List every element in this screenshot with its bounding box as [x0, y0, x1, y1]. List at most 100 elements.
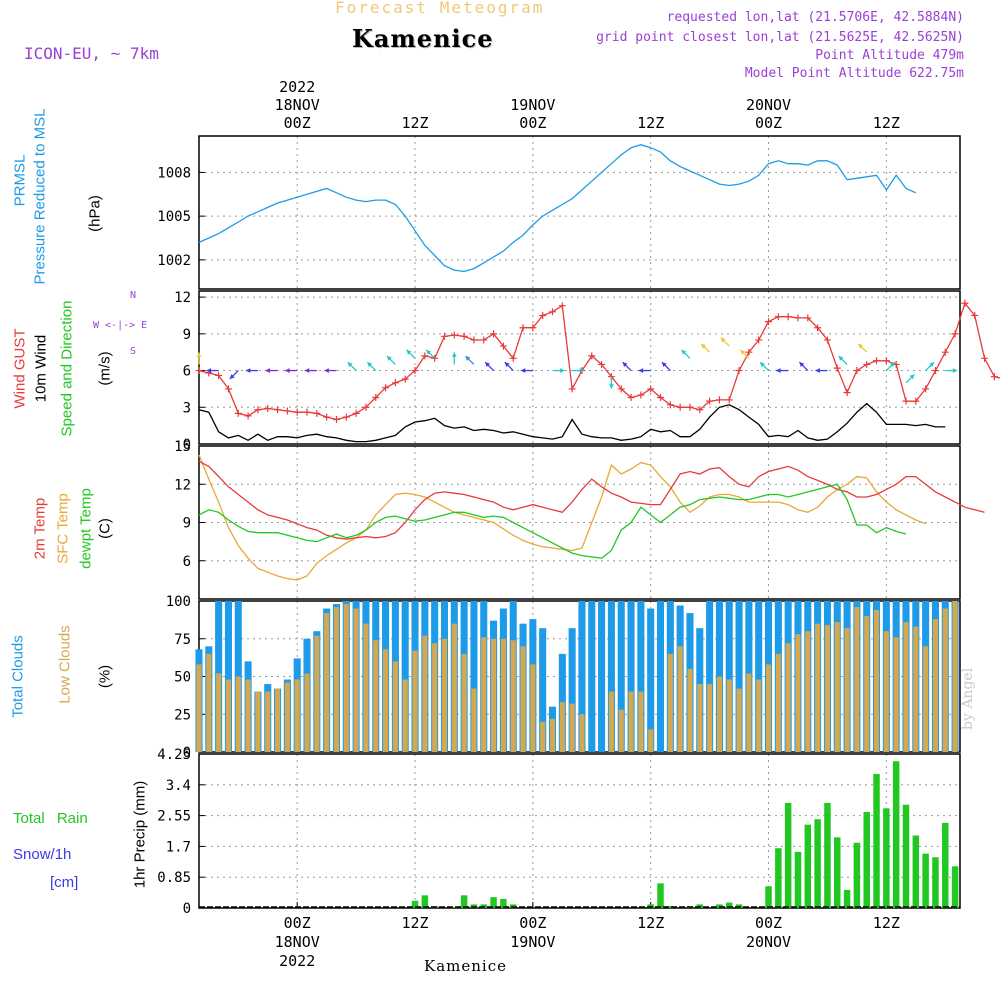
low-cloud-bar — [491, 638, 497, 752]
rain-bar — [470, 904, 478, 908]
gust-point — [706, 397, 714, 405]
total-cloud-bar — [578, 601, 586, 752]
total-cloud-bar — [725, 601, 733, 752]
gust-point — [342, 413, 350, 421]
low-cloud-bar — [441, 638, 448, 752]
bottom-hour-label: 00Z — [519, 914, 546, 932]
wind-arrow-head — [304, 368, 310, 373]
low-cloud-bar — [815, 623, 821, 752]
low-cloud-bar — [746, 673, 752, 752]
gust-point — [274, 406, 282, 414]
gust-point — [804, 314, 812, 322]
low-cloud-bar — [216, 673, 222, 752]
low-cloud-bar — [923, 646, 929, 752]
low-cloud-bar — [255, 691, 261, 752]
wind-arrow-head — [485, 362, 490, 367]
rain-bar — [834, 837, 841, 908]
wind-arrow-head — [245, 368, 251, 373]
total-cloud-bar — [401, 601, 409, 752]
rain-bar — [480, 904, 488, 908]
gust-point — [411, 367, 419, 375]
wind-arrow-head — [285, 368, 290, 373]
gust-point — [990, 373, 998, 381]
rain-bar — [912, 835, 920, 908]
rain-bar — [784, 802, 792, 908]
gust-point — [981, 354, 989, 362]
pressure-line — [198, 144, 917, 273]
gust-point — [657, 393, 665, 401]
low-cloud-bar — [500, 638, 506, 752]
low-cloud-bar — [353, 608, 359, 752]
rain-bar — [657, 883, 664, 908]
wind-arrow-head — [386, 356, 392, 361]
rain-bar — [500, 898, 507, 908]
wind-arrow-head — [504, 362, 510, 367]
gust-point — [853, 367, 861, 375]
2m-temp-line — [198, 460, 985, 540]
low-cloud-bar — [775, 653, 781, 752]
chart-title: Kamenice — [352, 24, 494, 53]
gust-point — [676, 403, 684, 411]
low-cloud-bar — [314, 635, 320, 752]
gust-point — [548, 308, 556, 316]
low-cloud-bar — [265, 691, 271, 752]
gust-point — [519, 324, 527, 332]
wind-arrow-head — [206, 368, 212, 373]
bottom-hour-label: 12Z — [401, 914, 428, 932]
gust-point — [971, 311, 979, 319]
y-tick-label: 75 — [174, 632, 191, 648]
gust-point — [480, 336, 488, 344]
rain-bar — [863, 811, 870, 908]
gust-point — [774, 313, 782, 321]
rain-bar — [716, 904, 723, 908]
wind-arrow-head — [838, 356, 844, 361]
y-tick-label: 25 — [174, 707, 191, 723]
y-tick-label: 3.4 — [166, 778, 191, 794]
gust-point — [647, 385, 655, 393]
rain-bar — [696, 904, 704, 908]
gust-point — [912, 397, 920, 405]
y-tick-label: 1.7 — [166, 839, 191, 855]
rain-bar — [932, 857, 939, 908]
rain-bar — [460, 895, 468, 908]
gust-point — [715, 396, 723, 404]
wind-arrow-head — [760, 362, 765, 367]
y-tick-label: 4.25 — [157, 747, 191, 763]
rain-bar — [726, 902, 733, 908]
top-date-label: 20NOV — [746, 96, 791, 114]
total-cloud-bar — [588, 601, 596, 752]
bottom-date-label: 18NOV — [275, 933, 320, 951]
rain-bar — [775, 848, 782, 908]
total-cloud-bar — [568, 628, 576, 752]
total-cloud-bar — [647, 608, 655, 752]
gust-point — [401, 375, 409, 383]
low-cloud-bar — [392, 661, 398, 752]
wind-arrow-head — [560, 368, 565, 373]
top-hour-label: 00Z — [284, 114, 311, 132]
gust-point — [362, 403, 370, 411]
low-cloud-bar — [854, 607, 860, 752]
low-cloud-bar — [225, 679, 232, 752]
low-cloud-bar — [844, 628, 850, 752]
y-tick-label: 6 — [183, 364, 191, 380]
rain-bar — [765, 886, 772, 908]
low-cloud-bar — [677, 646, 683, 752]
dewpt-temp-line — [198, 483, 907, 559]
bottom-date-label: 20NOV — [746, 933, 791, 951]
wind-arrow-head — [681, 349, 687, 355]
gust-point — [509, 354, 517, 362]
low-cloud-bar — [697, 684, 703, 752]
y-tick-label: 100 — [166, 594, 191, 610]
precip-label-snow: Snow/1h — [13, 846, 72, 863]
gust-point — [313, 409, 321, 417]
low-cloud-bar — [402, 679, 408, 752]
total-cloud-bar — [598, 601, 606, 752]
low-cloud-bar — [549, 718, 556, 752]
precip-label-cm: [cm] — [50, 874, 79, 891]
gust-point — [755, 336, 763, 344]
rain-bar — [647, 904, 654, 908]
gust-point — [588, 352, 596, 360]
low-cloud-bar — [530, 664, 536, 752]
rain-bar — [892, 761, 900, 908]
low-cloud-bar — [412, 650, 418, 752]
